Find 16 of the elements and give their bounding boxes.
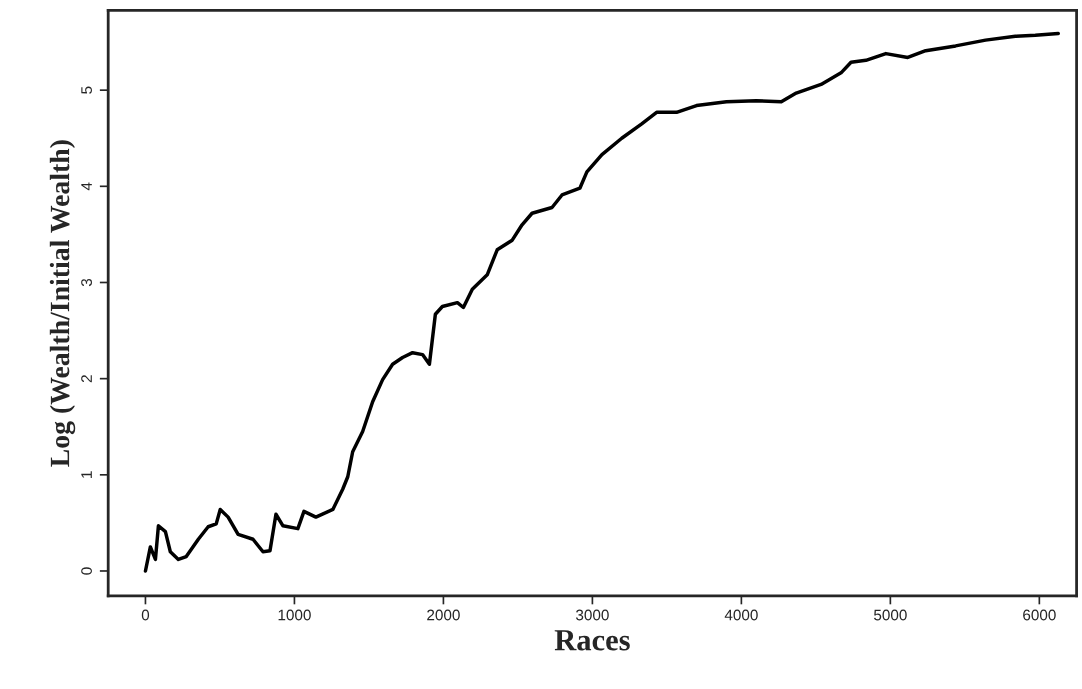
x-tick-label: 6000 — [1023, 609, 1056, 621]
y-tick-label: 2 — [81, 375, 92, 383]
y-tick-label: 4 — [81, 182, 92, 191]
x-tick-label: 3000 — [575, 609, 609, 621]
y-tick-label: 5 — [81, 86, 92, 94]
line-series — [143, 31, 1061, 573]
y-tick-label: 3 — [81, 278, 92, 287]
x-tick-label: 1000 — [278, 609, 311, 621]
x-tick-label: 0 — [141, 609, 150, 621]
x-tick-label: 2000 — [427, 609, 460, 621]
x-tick-label: 5000 — [873, 609, 907, 621]
y-tick-label: 1 — [81, 471, 92, 478]
y-tick-label: 0 — [81, 567, 92, 575]
x-tick-label: 4000 — [724, 609, 758, 621]
x-axis-title: Races — [554, 630, 630, 651]
y-axis-title: Log (Wealth/Initial Wealth) — [49, 140, 76, 467]
